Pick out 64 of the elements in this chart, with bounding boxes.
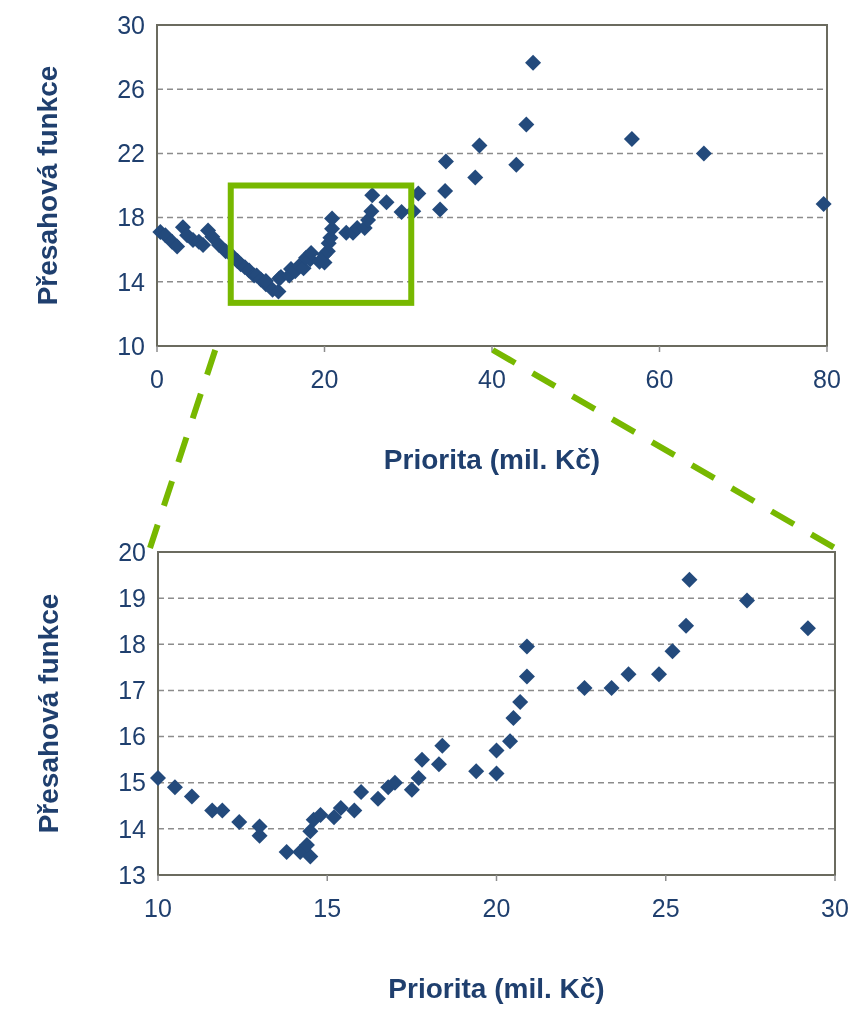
y-tick-label: 20: [118, 537, 146, 566]
point: [518, 638, 535, 655]
point: [403, 781, 420, 798]
point: [505, 710, 522, 727]
point: [512, 693, 529, 710]
point: [488, 765, 505, 782]
y-tick-label: 14: [118, 814, 147, 843]
y-tick-label: 18: [117, 203, 145, 232]
y-axis-title: Přesahová funkce: [32, 593, 64, 834]
y-tick-label: 14: [117, 267, 146, 296]
point: [434, 737, 451, 754]
point: [488, 742, 505, 759]
point: [603, 680, 620, 697]
y-tick-label: 19: [118, 583, 146, 612]
point: [302, 823, 319, 840]
y-tick-label: 17: [118, 676, 146, 705]
point: [502, 733, 519, 750]
point: [312, 807, 329, 824]
y-tick-label: 15: [118, 768, 146, 797]
y-tick-label: 16: [118, 722, 146, 751]
point: [346, 802, 363, 819]
y-tick-label: 26: [117, 74, 145, 103]
x-tick-label: 20: [482, 894, 511, 922]
point: [183, 788, 200, 805]
point: [302, 848, 319, 865]
x-tick-label: 0: [150, 365, 164, 393]
x-tick-label: 15: [313, 894, 342, 922]
point: [166, 779, 183, 796]
y-tick-label: 18: [118, 630, 146, 659]
point: [414, 751, 431, 768]
point: [576, 680, 593, 697]
point: [410, 770, 427, 787]
x-tick-label: 25: [651, 894, 680, 922]
point: [326, 809, 343, 826]
point: [738, 592, 755, 609]
y-axis-title: Přesahová funkce: [31, 65, 63, 306]
point: [278, 843, 295, 860]
point: [231, 813, 248, 830]
x-axis-title: Priorita (mil. Kč): [383, 444, 601, 475]
y-tick-label: 22: [117, 139, 145, 168]
point: [150, 770, 166, 787]
x-tick-label: 20: [310, 365, 339, 393]
x-tick-label: 60: [645, 365, 674, 393]
point: [332, 800, 349, 817]
point: [518, 668, 535, 685]
point: [353, 783, 370, 800]
x-tick-label: 10: [144, 894, 172, 922]
point: [370, 790, 387, 807]
point: [681, 571, 698, 588]
point: [678, 617, 695, 634]
point: [430, 756, 447, 773]
y-tick-label: 10: [117, 331, 145, 360]
point: [298, 837, 315, 854]
y-tick-label: 30: [117, 10, 145, 39]
y-tick-label: 13: [118, 860, 146, 889]
x-tick-label: 80: [813, 365, 841, 393]
x-tick-label: 30: [821, 894, 849, 922]
point: [664, 643, 681, 660]
point: [650, 666, 667, 683]
point: [620, 666, 637, 683]
point: [799, 620, 816, 637]
x-tick-label: 40: [478, 365, 506, 393]
x-axis-title: Priorita (mil. Kč): [388, 973, 605, 1004]
point: [468, 763, 485, 780]
